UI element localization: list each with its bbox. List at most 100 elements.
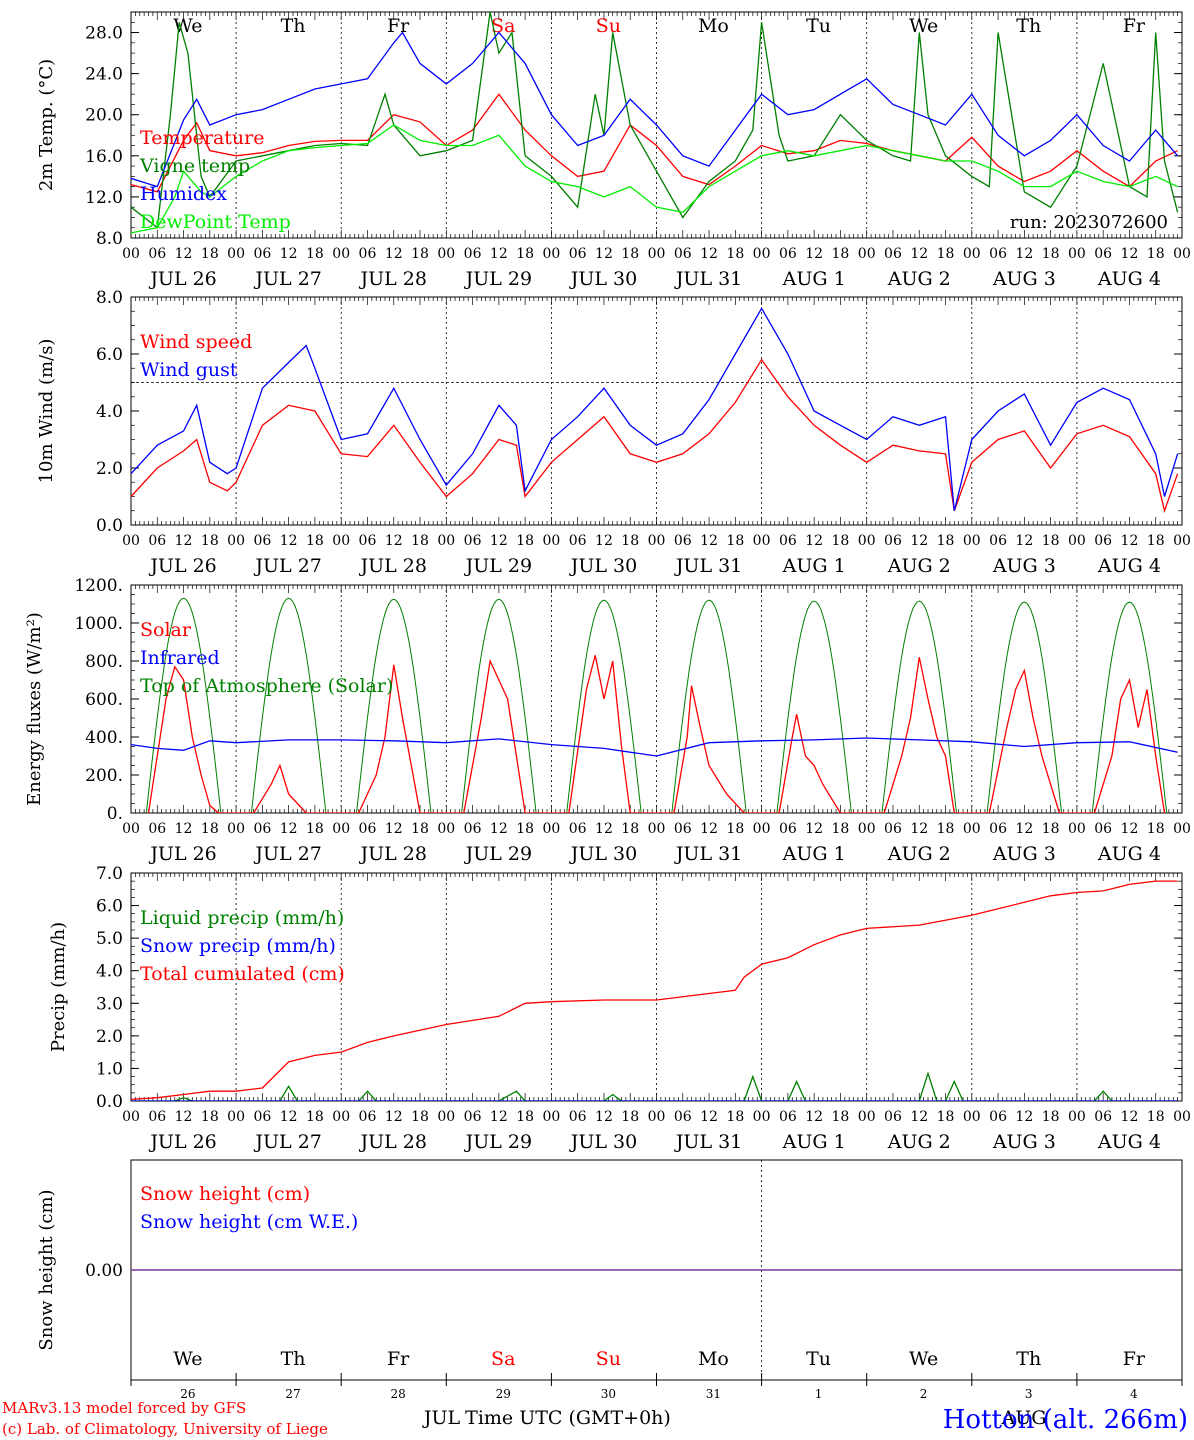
x-hour-label: 06	[779, 533, 797, 549]
x-hour-label: 18	[516, 821, 534, 837]
x-hour-label: 12	[805, 821, 823, 837]
x-hour-label: 12	[1015, 246, 1033, 262]
y-tick-label: 200.	[85, 766, 123, 786]
x-hour-label: 00	[227, 821, 245, 837]
x-date-label: JUL 29	[464, 555, 532, 577]
x-hour-label: 00	[963, 246, 981, 262]
y-tick-label: 20.0	[85, 106, 123, 126]
y-tick-label: 28.0	[85, 24, 123, 44]
x-date-label: AUG 2	[887, 843, 951, 865]
x-hour-label: 12	[490, 821, 508, 837]
series-line-liquid-precip-mm-h	[131, 1071, 1178, 1101]
series-line-top-of-atmosphere	[671, 599, 747, 813]
x-hour-label: 12	[175, 1109, 193, 1125]
credit-model: MARv3.13 model forced by GFS	[2, 1399, 246, 1417]
x-hour-label: 12	[280, 821, 298, 837]
x-hour-label: 18	[726, 821, 744, 837]
x-hour-label: 12	[700, 533, 718, 549]
weekday-label: Fr	[387, 15, 410, 37]
x-hour-label: 00	[332, 533, 350, 549]
day-number: 26	[180, 1387, 195, 1401]
x-hour-label: 18	[726, 246, 744, 262]
x-hour-label: 18	[621, 246, 639, 262]
x-hour-label: 18	[832, 246, 850, 262]
x-hour-label: 00	[332, 1109, 350, 1125]
x-hour-label: 12	[385, 1109, 403, 1125]
x-hour-label: 12	[175, 821, 193, 837]
x-hour-label: 06	[1094, 821, 1112, 837]
series-line-wind-speed	[131, 358, 1179, 514]
x-hour-label: 18	[621, 533, 639, 549]
x-hour-label: 06	[464, 533, 482, 549]
x-hour-label: 18	[621, 1109, 639, 1125]
x-hour-label: 00	[437, 533, 455, 549]
weekday-label: Tu	[806, 15, 831, 37]
x-hour-label: 18	[306, 533, 324, 549]
x-hour-label: 06	[569, 821, 587, 837]
x-hour-label: 06	[779, 821, 797, 837]
x-date-label: JUL 28	[359, 555, 427, 577]
x-hour-label: 00	[332, 246, 350, 262]
x-hour-label: 00	[1068, 821, 1086, 837]
x-date-label: JUL 27	[253, 268, 321, 290]
x-date-label: JUL 30	[569, 555, 637, 577]
x-hour-label: 18	[516, 246, 534, 262]
x-hour-label: 06	[148, 246, 166, 262]
x-hour-label: 06	[148, 1109, 166, 1125]
series-line-top-of-atmosphere	[145, 597, 222, 813]
day-number: 28	[390, 1387, 405, 1401]
x-hour-label: 18	[1147, 821, 1165, 837]
x-hour-label: 12	[1015, 1109, 1033, 1125]
x-hour-label: 06	[674, 246, 692, 262]
day-number: 3	[1025, 1387, 1033, 1401]
month-label-left: JUL	[422, 1407, 461, 1429]
month-label-right: AUG	[1001, 1407, 1047, 1429]
x-date-label: AUG 4	[1097, 555, 1161, 577]
x-hour-label: 12	[280, 533, 298, 549]
x-date-label: JUL 31	[674, 268, 742, 290]
x-hour-label: 18	[726, 1109, 744, 1125]
y-tick-label: 8.0	[96, 229, 123, 249]
day-number: 30	[601, 1387, 616, 1401]
x-hour-label: 18	[937, 533, 955, 549]
x-hour-label: 12	[805, 246, 823, 262]
x-hour-label: 06	[674, 1109, 692, 1125]
legend-entry: Humidex	[140, 183, 227, 205]
x-hour-label: 18	[516, 533, 534, 549]
weekday-label: Fr	[1123, 15, 1146, 37]
series-line-top-of-atmosphere	[566, 599, 642, 813]
x-hour-label: 12	[910, 246, 928, 262]
x-hour-label: 06	[674, 533, 692, 549]
x-date-label: JUL 30	[569, 843, 637, 865]
x-hour-label: 06	[884, 246, 902, 262]
x-hour-label: 06	[464, 1109, 482, 1125]
x-hour-label: 18	[621, 821, 639, 837]
x-hour-label: 18	[201, 246, 219, 262]
x-date-label: AUG 3	[992, 1131, 1056, 1153]
series-line-dewpoint-temp	[131, 124, 1178, 234]
x-hour-label: 06	[884, 821, 902, 837]
series-line-top-of-atmosphere	[250, 597, 327, 813]
station-name: Hotton (alt. 266m)	[943, 1405, 1188, 1435]
x-hour-label: 06	[253, 821, 271, 837]
x-hour-label: 00	[227, 533, 245, 549]
x-date-label: JUL 31	[674, 843, 742, 865]
x-hour-label: 12	[1015, 821, 1033, 837]
legend-entry: Total cumulated (cm)	[140, 963, 345, 985]
y-tick-label: 400.	[85, 728, 123, 748]
panel-energy: 0. 200. 400. 600. 800. 1000. 1200. Energy fluxe…	[24, 576, 1191, 865]
x-hour-label: 18	[726, 533, 744, 549]
x-hour-label: 06	[148, 821, 166, 837]
x-hour-label: 18	[201, 533, 219, 549]
x-date-label: JUL 29	[464, 268, 532, 290]
x-date-label: AUG 2	[887, 555, 951, 577]
x-hour-label: 06	[989, 533, 1007, 549]
legend-entry: Snow precip (mm/h)	[140, 935, 336, 957]
y-tick-label: 1000.	[74, 614, 123, 634]
x-hour-label: 06	[359, 821, 377, 837]
series-line-vigne-temp	[131, 12, 1179, 229]
series-line-top-of-atmosphere	[986, 601, 1063, 813]
x-hour-label: 00	[858, 821, 876, 837]
x-hour-label: 00	[1068, 246, 1086, 262]
x-hour-label: 06	[569, 246, 587, 262]
